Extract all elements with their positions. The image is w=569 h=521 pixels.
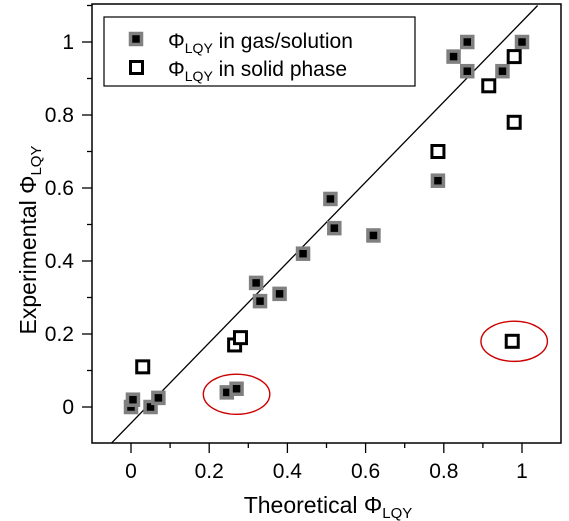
- data-point-gas-solution: [366, 228, 381, 243]
- x-tick-label: 0.4: [273, 460, 303, 483]
- data-point-gas-solution: [327, 220, 342, 236]
- data-point-solid-phase: [506, 114, 522, 130]
- highlight-ellipse: [202, 373, 271, 415]
- data-point-gas-solution: [248, 275, 264, 291]
- y-axis-label: Experimental ΦLQY: [15, 146, 45, 335]
- x-tick-label: 1: [516, 460, 528, 483]
- data-point-gas-solution: [495, 63, 510, 79]
- data-point-gas-solution: [430, 173, 446, 188]
- x-tick-label: 0.8: [429, 460, 458, 483]
- y-tick-label: 0.8: [45, 104, 74, 127]
- legend: ΦLQY in gas/solution ΦLQY in solid phase: [103, 16, 416, 87]
- x-axis-label: Theoretical ΦLQY: [244, 492, 413, 521]
- x-tick-label: 0.6: [351, 460, 380, 483]
- data-point-gas-solution: [460, 63, 475, 79]
- data-point-gas-solution: [446, 49, 461, 64]
- data-point-solid-phase: [481, 78, 497, 94]
- y-tick-label: 1: [62, 31, 74, 54]
- data-point-gas-solution: [514, 34, 530, 50]
- data-point-gas-solution: [295, 246, 311, 261]
- y-tick-label: 0.2: [45, 323, 74, 346]
- data-point-gas-solution: [272, 286, 287, 302]
- data-point-gas-solution: [125, 392, 141, 407]
- y-tick-label: 0: [62, 396, 74, 419]
- data-point-gas-solution: [151, 390, 166, 406]
- data-point-gas-solution: [460, 34, 475, 50]
- legend-label-gas: ΦLQY in gas/solution: [168, 30, 353, 56]
- legend-marker-gas: [128, 31, 144, 47]
- diagonal-line: [110, 5, 539, 443]
- highlight-ellipse: [480, 320, 549, 363]
- legend-marker-solid: [129, 60, 144, 75]
- data-point-gas-solution: [143, 399, 158, 415]
- data-point-solid-phase: [504, 333, 520, 349]
- data-point-gas-solution: [323, 191, 338, 207]
- y-tick-label: 0.4: [45, 250, 75, 273]
- legend-label-solid: ΦLQY in solid phase: [168, 58, 347, 84]
- legend-box: [103, 16, 416, 87]
- data-point-gas-solution: [229, 381, 244, 396]
- data-point-solid-phase: [430, 144, 446, 159]
- data-point-solid-phase: [232, 330, 248, 346]
- data-point-gas-solution: [252, 293, 268, 309]
- y-tick-label: 0.6: [45, 177, 74, 200]
- data-point-solid-phase: [135, 359, 151, 375]
- data-point-solid-phase: [506, 49, 522, 65]
- x-tick-label: 0: [125, 460, 137, 483]
- x-tick-label: 0.2: [195, 460, 224, 483]
